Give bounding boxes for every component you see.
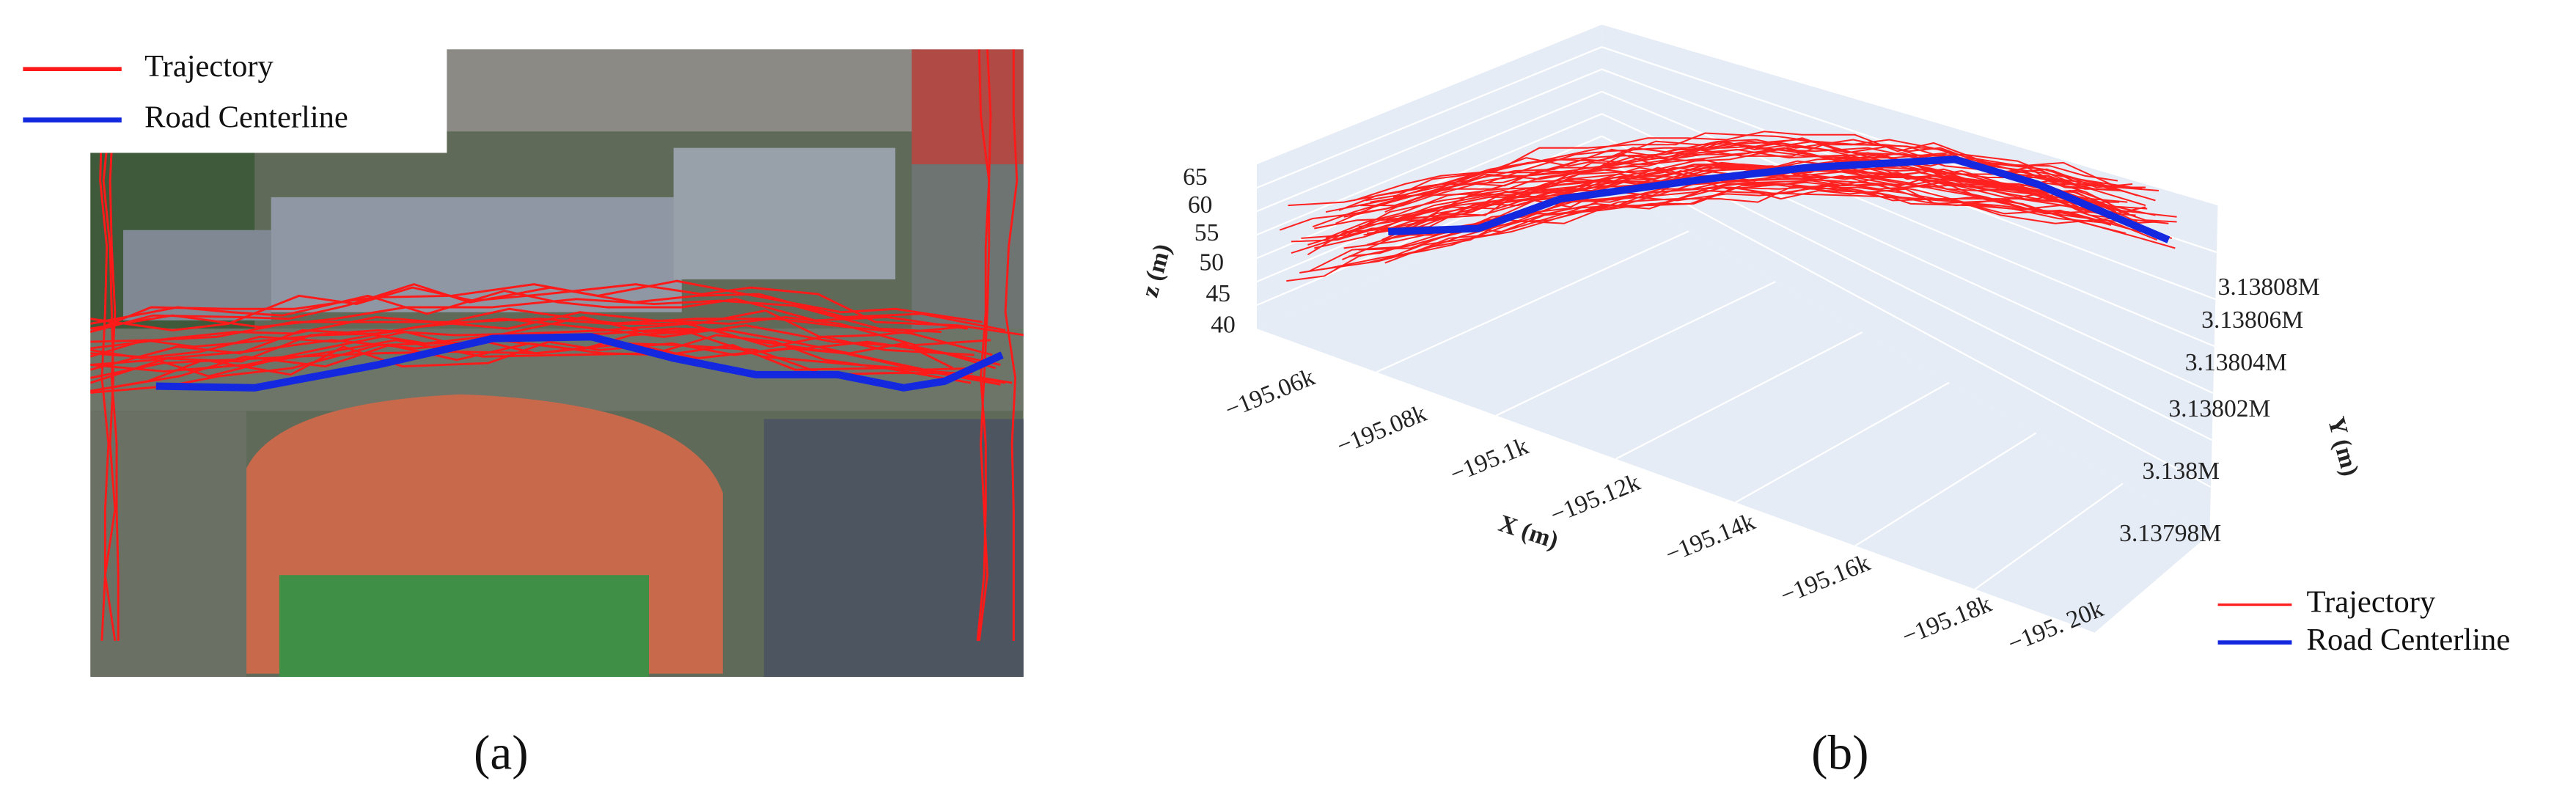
trajectory (1288, 131, 2118, 207)
grid-line (1376, 230, 1689, 373)
trajectory (1392, 158, 2128, 221)
road-centerline (1387, 155, 2170, 243)
y-tick-label: 3.138M (2143, 458, 2220, 485)
grid-line (1974, 483, 2124, 590)
trajectory (1353, 132, 2159, 202)
plot-3d (1256, 24, 2218, 633)
y-tick-label: 3.13808M (2218, 274, 2320, 301)
z-axis-title: z (m) (1136, 241, 1176, 301)
trajectory (90, 311, 991, 350)
trajectory (90, 307, 961, 358)
trajectory (90, 283, 1006, 334)
trajectory (1307, 166, 2138, 256)
grid-line (1256, 90, 1602, 236)
legend-label: Road Centerline (2307, 623, 2511, 657)
trajectory (90, 340, 1001, 392)
trajectory (90, 290, 968, 330)
z-tick-label: 40 (1211, 312, 1236, 339)
trajectory (90, 340, 973, 394)
trajectory (1360, 144, 2088, 207)
x-tick-label: −195.16k (1777, 549, 1874, 609)
legend-box (0, 45, 447, 153)
grid-line (1256, 46, 1602, 189)
grid-line (1495, 281, 1776, 417)
trajectory (1366, 177, 2127, 235)
grid-line (1854, 432, 2037, 547)
trajectory (90, 279, 983, 333)
trajectory (1004, 49, 1019, 641)
z-tick-label: 45 (1206, 280, 1230, 307)
trajectory (1279, 147, 2156, 231)
grid-line (1256, 68, 1602, 213)
x-tick-label: −195.18k (1898, 590, 1996, 650)
aerial-image (90, 49, 1024, 678)
trajectory (976, 49, 992, 641)
x-tick-label: −195.06k (1222, 364, 1319, 424)
trajectory (1387, 186, 2176, 259)
y-axis-title: Y (m) (2322, 414, 2364, 479)
panel-label: (b) (1811, 725, 1868, 780)
road-centerline (155, 333, 1004, 392)
trajectory (90, 318, 1001, 366)
x-tick-label: −195.1k (1446, 433, 1532, 488)
x-tick-label: −195.12k (1546, 469, 1644, 529)
y-tick-label: 3.13802M (2168, 395, 2270, 422)
grid-line (1615, 331, 1863, 460)
trajectory (90, 298, 942, 334)
trajectory (90, 331, 980, 384)
y-tick-label: 3.13798M (2119, 520, 2221, 547)
legend-label: Road Centerline (144, 100, 348, 134)
grid-line (1601, 158, 2212, 488)
trajectory (1314, 164, 2129, 249)
grid-line (1735, 381, 1950, 503)
x-tick-label: −195.14k (1662, 508, 1759, 568)
trajectory (1366, 185, 2112, 264)
z-tick-label: 65 (1183, 164, 1208, 191)
y-tick-label: 3.13806M (2201, 307, 2303, 334)
legend-label: Trajectory (2307, 584, 2436, 619)
z-tick-label: 55 (1195, 219, 1219, 246)
y-tick-label: 3.13804M (2185, 349, 2287, 376)
z-tick-label: 50 (1200, 249, 1225, 276)
x-tick-label: −195.08k (1333, 400, 1431, 460)
legend-label: Trajectory (144, 49, 274, 84)
trajectory (1314, 158, 2148, 230)
z-tick-label: 60 (1188, 191, 1213, 219)
panel-label: (a) (474, 725, 529, 780)
